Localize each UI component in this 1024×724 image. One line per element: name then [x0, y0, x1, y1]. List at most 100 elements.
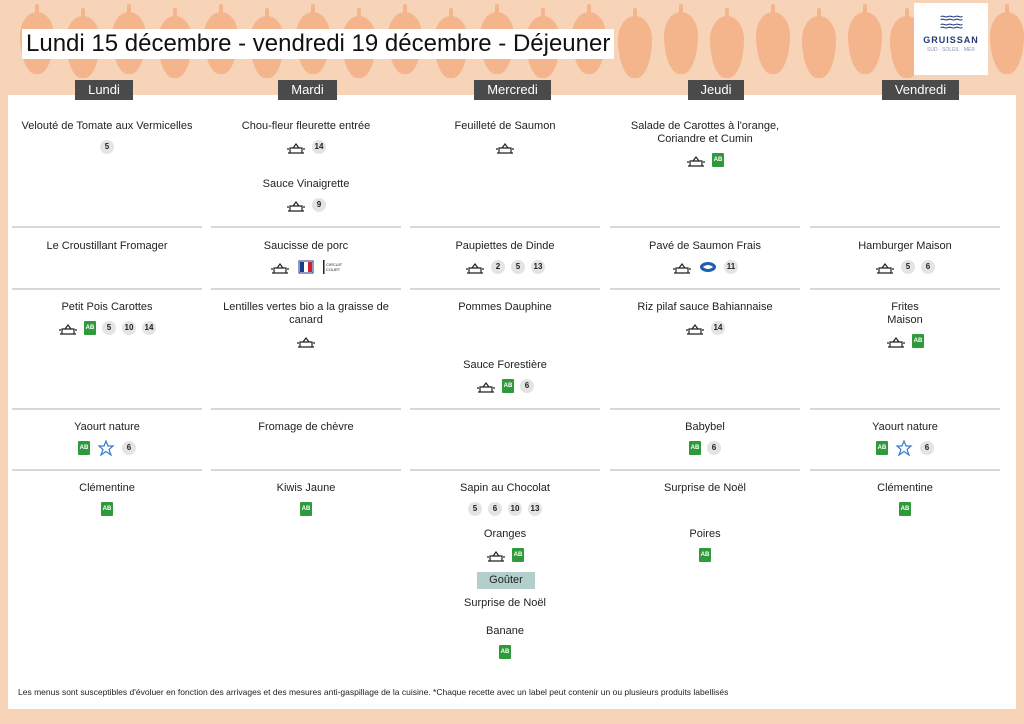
- homemade-icon: [495, 139, 515, 155]
- day-header-mardi: Mardi: [278, 80, 337, 100]
- homemade-icon: [875, 259, 895, 275]
- menu-item: Frites Maison AB: [810, 301, 1000, 350]
- allergen-badge: 14: [142, 321, 156, 335]
- pear-icon: [990, 4, 1024, 74]
- homemade-icon: [286, 197, 306, 213]
- pear-icon: [756, 4, 790, 74]
- menu-item: Sauce Vinaigrette 9: [211, 178, 401, 214]
- menu-item: Velouté de Tomate aux Vermicelles 5: [12, 120, 202, 156]
- dish-labels: AB 6: [410, 377, 600, 395]
- dish-labels: AB: [12, 500, 202, 518]
- allergen-badge: 6: [920, 441, 934, 455]
- allergen-badge: 2: [491, 260, 505, 274]
- dish-name: Clémentine: [877, 482, 933, 494]
- dish-labels: 9: [211, 196, 401, 214]
- dish-name: Velouté de Tomate aux Vermicelles: [21, 120, 193, 132]
- allergen-badge: 5: [100, 140, 114, 154]
- row-divider: [810, 288, 1000, 290]
- menu-item: Paupiettes de Dinde 2 5 13: [410, 240, 600, 276]
- svg-text:CIRCUIT: CIRCUIT: [326, 262, 342, 267]
- bio-label-icon: AB: [512, 548, 524, 562]
- dish-name: Surprise de Noël: [464, 597, 546, 609]
- allergen-badge: 5: [468, 502, 482, 516]
- allergen-badge: 6: [921, 260, 935, 274]
- dish-labels: AB 5 10 14: [12, 319, 202, 337]
- gouter-label: Goûter: [477, 572, 535, 589]
- page-title: Lundi 15 décembre - vendredi 19 décembre…: [22, 29, 615, 59]
- dish-labels: 2 5 13: [410, 258, 600, 276]
- homemade-icon: [58, 320, 78, 336]
- row-divider: [12, 288, 202, 290]
- dish-labels: AB: [810, 332, 1000, 350]
- allergen-badge: 6: [707, 441, 721, 455]
- row-divider: [610, 288, 800, 290]
- allergen-badge: 5: [511, 260, 525, 274]
- bio-label-icon: AB: [899, 502, 911, 516]
- menu-item: Surprise de Noël: [610, 482, 800, 495]
- homemade-icon: [672, 259, 692, 275]
- svg-text:COURT: COURT: [326, 267, 341, 272]
- row-divider: [211, 408, 401, 410]
- logo-name: GRUISSAN: [923, 35, 979, 45]
- bio-label-icon: AB: [499, 645, 511, 659]
- bio-label-icon: AB: [876, 441, 888, 455]
- menu-item: Poires AB: [610, 528, 800, 564]
- dish-labels: AB 6: [610, 439, 800, 457]
- bio-label-icon: AB: [84, 321, 96, 335]
- homemade-icon: [686, 152, 706, 168]
- row-divider: [610, 469, 800, 471]
- allergen-badge: 10: [122, 321, 136, 335]
- dish-name: Petit Pois Carottes: [61, 301, 153, 313]
- dish-name: Salade de Carottes à l'orange, Coriandre…: [630, 120, 780, 145]
- footer-note: Les menus sont susceptibles d'évoluer en…: [18, 687, 729, 697]
- row-divider: [610, 408, 800, 410]
- dish-labels: 11: [610, 258, 800, 276]
- row-divider: [810, 226, 1000, 228]
- dish-labels: AB: [610, 546, 800, 564]
- row-divider: [410, 226, 600, 228]
- dish-name: Frites Maison: [887, 301, 923, 326]
- menu-item: Clémentine AB: [810, 482, 1000, 518]
- row-divider: [211, 469, 401, 471]
- dish-labels: 14: [610, 319, 800, 337]
- dish-labels: CIRCUIT COURT: [211, 258, 401, 276]
- dish-name: Hamburger Maison: [858, 240, 952, 252]
- homemade-icon: [270, 259, 290, 275]
- allergen-badge: 5: [901, 260, 915, 274]
- menu-item: Chou-fleur fleurette entrée 14: [211, 120, 401, 156]
- row-divider: [211, 288, 401, 290]
- dish-labels: AB 6: [12, 439, 202, 457]
- menu-item: Feuilleté de Saumon: [410, 120, 600, 156]
- menu-item: Saucisse de porc CIRCUIT COURT: [211, 240, 401, 276]
- homemade-icon: [886, 333, 906, 349]
- allergen-badge: 11: [724, 260, 738, 274]
- dish-name: Fromage de chèvre: [258, 421, 354, 433]
- menu-item: Petit Pois Carottes AB 5 10 14: [12, 301, 202, 337]
- dish-labels: 14: [211, 138, 401, 156]
- dish-name: Feuilleté de Saumon: [454, 120, 556, 132]
- menu-item: Sauce Forestière AB 6: [410, 359, 600, 395]
- dish-name: Pommes Dauphine: [458, 301, 552, 313]
- dish-name: Clémentine: [79, 482, 135, 494]
- menu-panel: [8, 95, 1016, 709]
- porc-francais-icon: [296, 259, 316, 275]
- quality-label-star-icon: [894, 440, 914, 456]
- dish-labels: AB: [810, 500, 1000, 518]
- menu-item: Salade de Carottes à l'orange, Coriandre…: [610, 120, 800, 169]
- waves-icon: ≈≈≈ ≈≈≈: [940, 10, 963, 35]
- dish-labels: [410, 138, 600, 156]
- menu-item: Hamburger Maison 5 6: [810, 240, 1000, 276]
- menu-item: Lentilles vertes bio a la graisse de can…: [211, 301, 401, 350]
- dish-name: Yaourt nature: [872, 421, 938, 433]
- bio-label-icon: AB: [101, 502, 113, 516]
- dish-name: Riz pilaf sauce Bahiannaise: [637, 301, 773, 313]
- dish-name: Chou-fleur fleurette entrée: [241, 120, 371, 132]
- bio-label-icon: AB: [300, 502, 312, 516]
- gouter-item: Banane AB: [410, 625, 600, 661]
- menu-item: Yaourt nature AB 6: [810, 421, 1000, 457]
- circuit-court-icon: CIRCUIT COURT: [322, 259, 342, 275]
- dish-name: Pavé de Saumon Frais: [649, 240, 761, 252]
- bio-label-icon: AB: [699, 548, 711, 562]
- menu-item: Sapin au Chocolat 5 6 10 13: [410, 482, 600, 518]
- menu-item: Fromage de chèvre: [211, 421, 401, 434]
